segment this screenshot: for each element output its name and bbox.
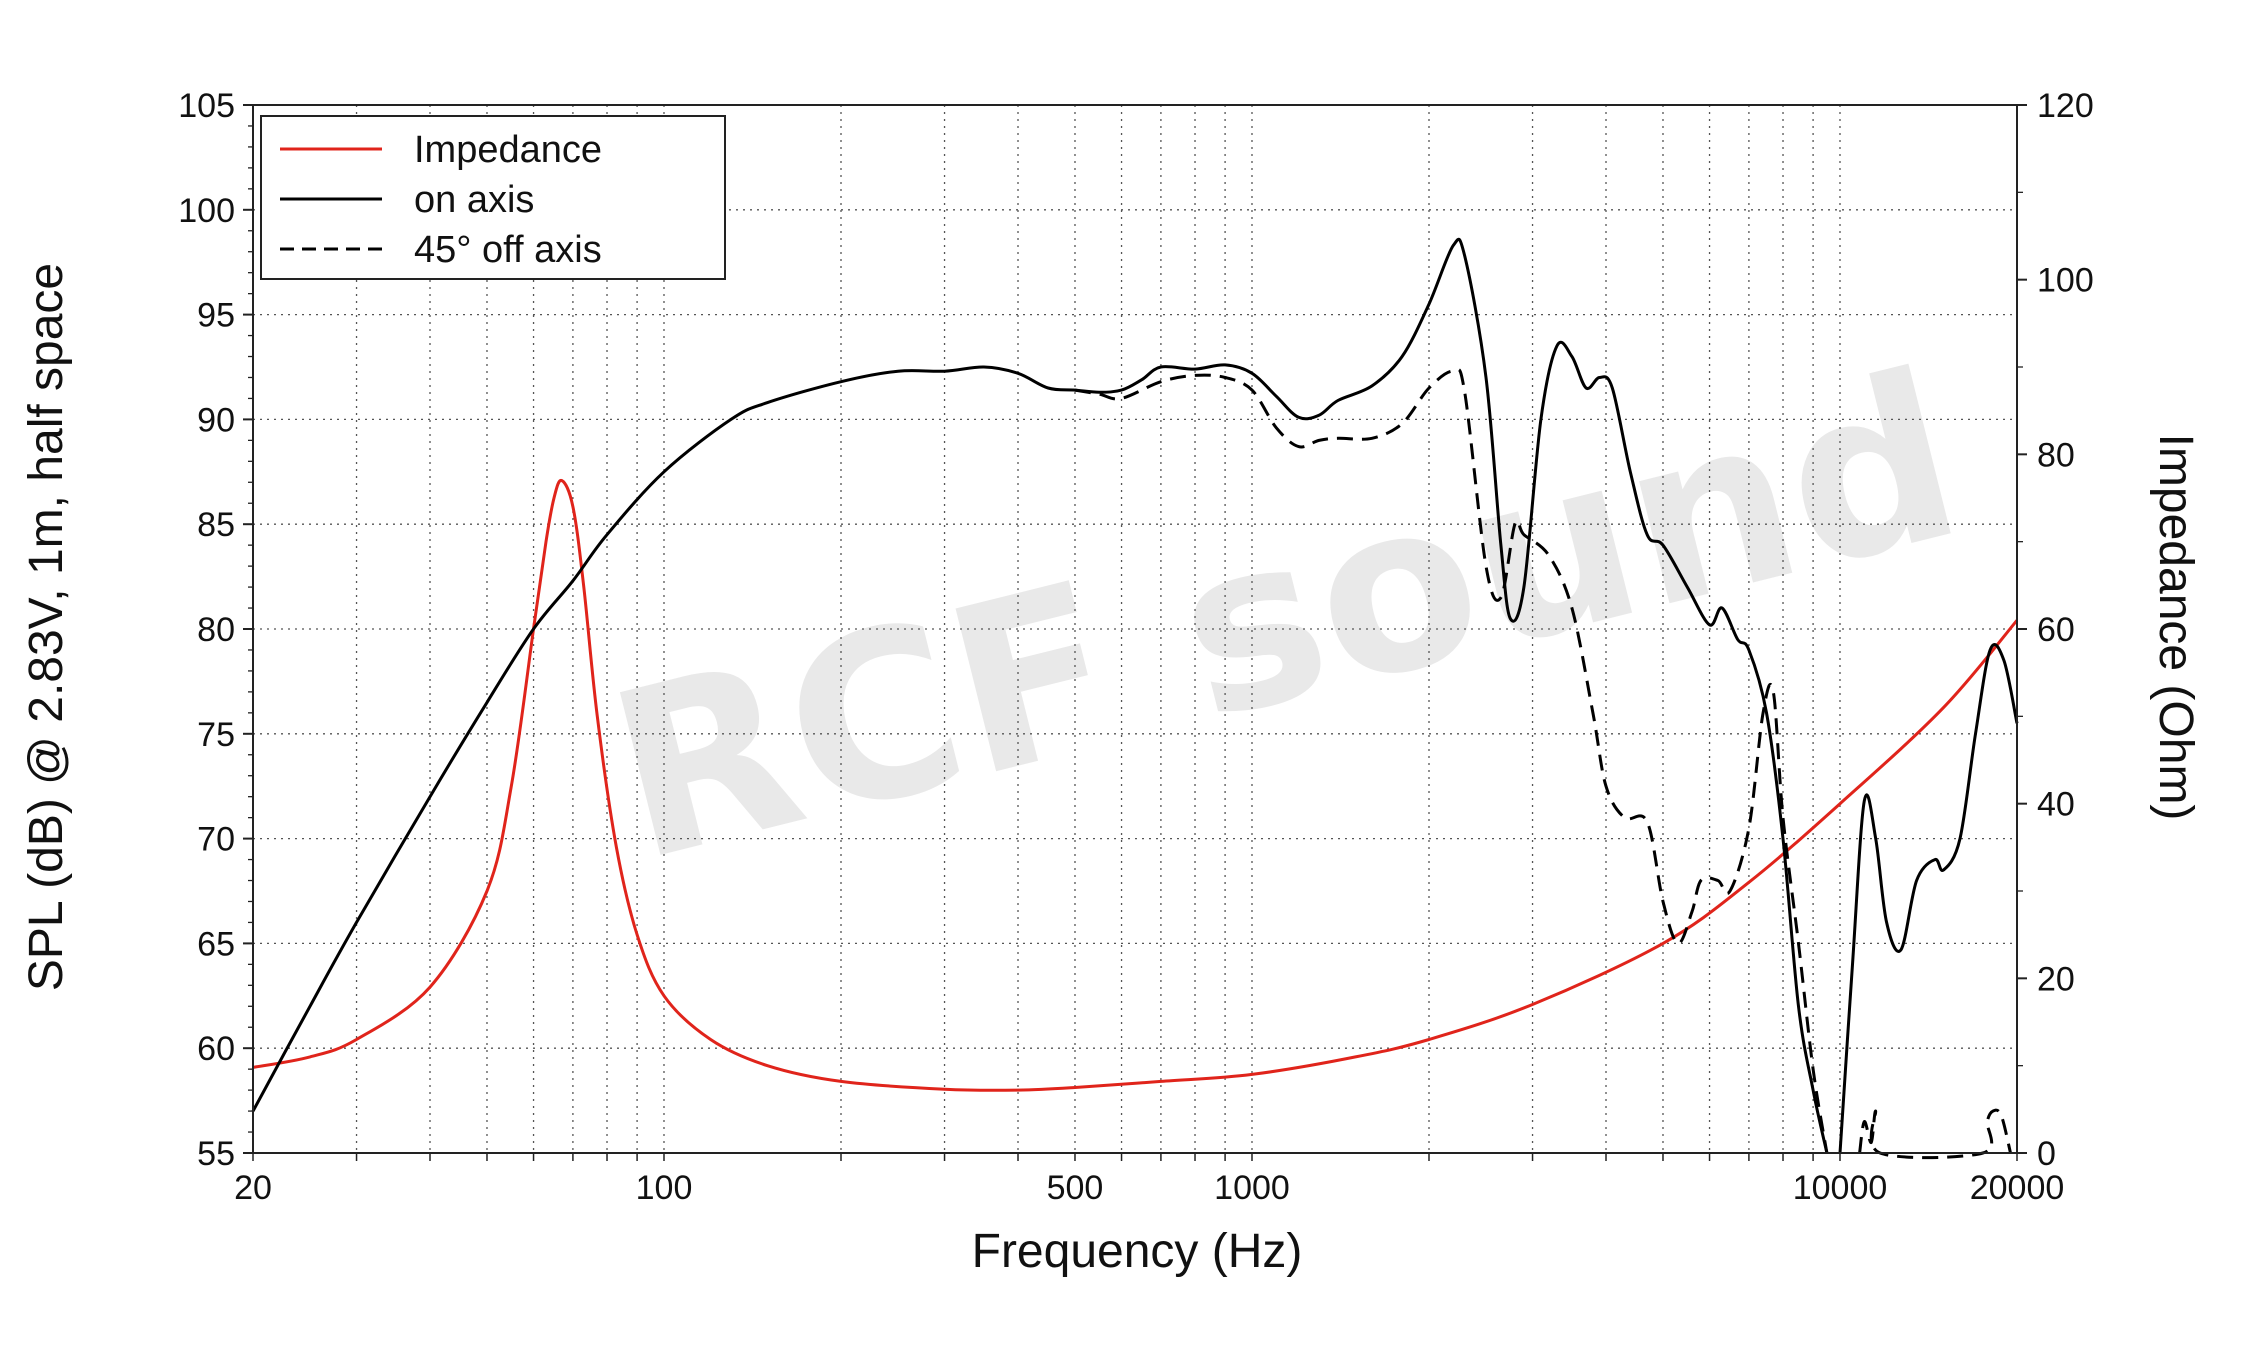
y-left-tick-label: 100 (178, 192, 235, 230)
x-axis-label: Frequency (Hz) (972, 1225, 1303, 1278)
legend: Impedance on axis 45° off axis (260, 115, 726, 280)
y-left-tick-label: 60 (197, 1030, 235, 1068)
legend-label-impedance: Impedance (414, 129, 602, 171)
y-left-tick-label: 80 (197, 611, 235, 649)
y-right-tick-label: 120 (2037, 87, 2094, 125)
y-axis-left-label: SPL (dB) @ 2.83V, 1m, half space (20, 263, 73, 991)
y-right-tick-label: 80 (2037, 436, 2075, 474)
y-right-tick-label: 100 (2037, 262, 2094, 300)
series-line-on-axis (251, 237, 1829, 1154)
legend-label-off-axis: 45° off axis (414, 229, 602, 271)
y-axis-right-label: Impedance (Ohm) (2149, 434, 2202, 821)
x-tick-label: 20 (234, 1169, 272, 1207)
series-group (251, 237, 2019, 1160)
y-left-tick-label: 75 (197, 716, 235, 754)
y-right-tick-label: 0 (2037, 1135, 2056, 1173)
series-line-45-off-axis-hf (1858, 1108, 2012, 1160)
axis-ticks (243, 104, 2027, 1161)
x-tick-label: 500 (1047, 1169, 1104, 1207)
y-left-tick-label: 90 (197, 401, 235, 439)
x-tick-label: 1000 (1214, 1169, 1290, 1207)
watermark: RCF sound (589, 323, 1983, 914)
x-tick-label: 10000 (1793, 1169, 1888, 1207)
x-tick-label: 20000 (1970, 1169, 2065, 1207)
y-left-tick-label: 55 (197, 1135, 235, 1173)
tick-labels: 55 60 65 70 75 80 85 90 95 100 105 0 20 40 60 80 100 120 2… (178, 87, 2093, 1207)
legend-label-on-axis: on axis (414, 179, 534, 221)
y-left-tick-label: 105 (178, 87, 235, 125)
series-line-on-axis-hf (1838, 643, 2019, 1154)
y-right-tick-label: 40 (2037, 786, 2075, 824)
y-left-tick-label: 65 (197, 925, 235, 963)
y-left-tick-label: 85 (197, 506, 235, 544)
y-right-tick-label: 60 (2037, 611, 2075, 649)
y-right-tick-label: 20 (2037, 960, 2075, 998)
grid (253, 105, 2017, 1153)
y-left-tick-label: 70 (197, 821, 235, 859)
watermark-text: RCF sound (589, 323, 1983, 914)
x-tick-label: 100 (636, 1169, 693, 1207)
series-line-impedance (252, 478, 2019, 1092)
y-left-tick-label: 95 (197, 297, 235, 335)
series-line-45-off-axis (1074, 368, 1829, 1154)
